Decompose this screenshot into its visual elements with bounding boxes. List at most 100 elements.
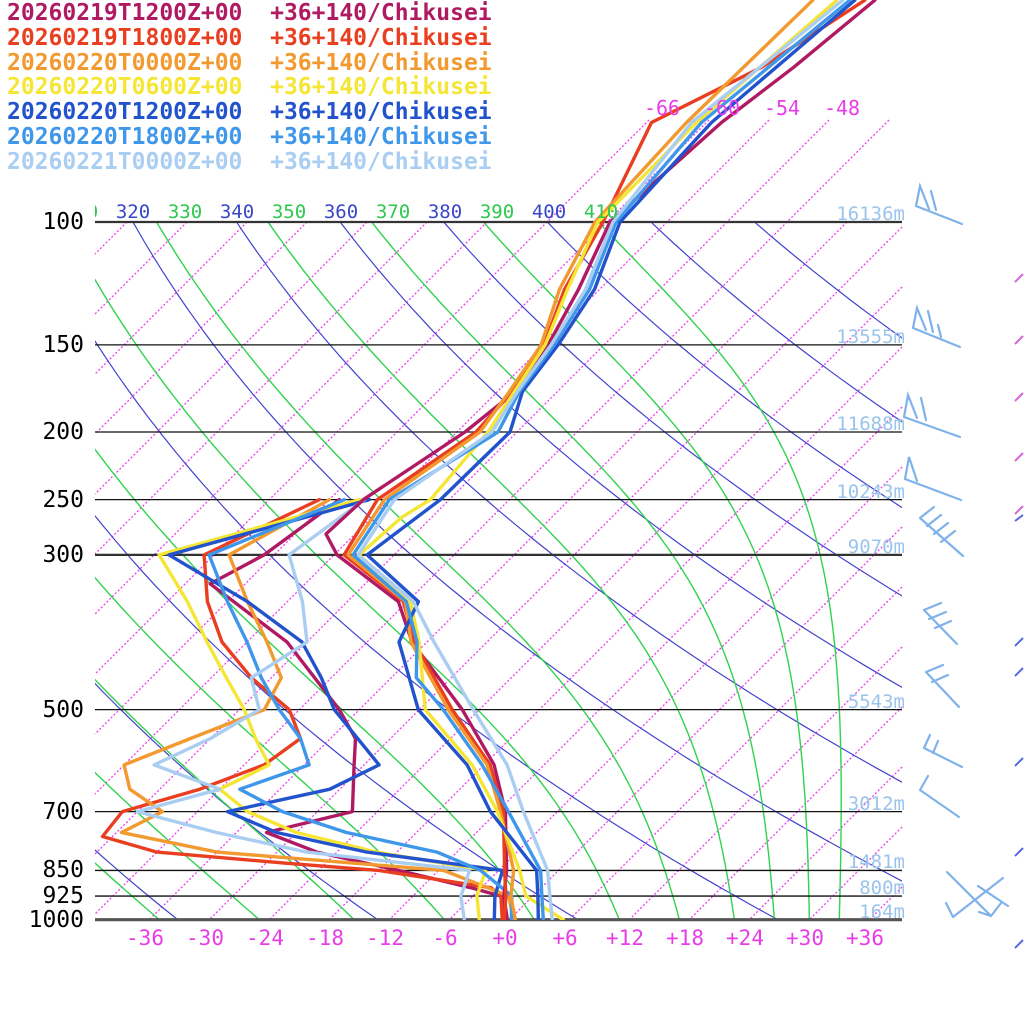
isotherm-lines [94,119,903,921]
isotherm-line [94,119,770,795]
theta-label-330: 330 [167,201,203,223]
theta-label-380: 380 [427,201,463,223]
dewpoint-curve-20260221T0000Z+00 [135,497,472,920]
isotherm-line [448,466,903,921]
theta-label-350: 350 [271,201,307,223]
isotherm-line [94,119,830,855]
legend-entry-4: 20260220T0600Z+00 +36+140/Chikusei [7,74,492,101]
isotherm-line [808,826,903,921]
isotherm-line [94,221,128,255]
altitude-label-300: 9070m [847,535,905,558]
theta-label-340: 340 [219,201,255,223]
wind-barb-icon [922,601,959,646]
altitude-label-100: 16136m [836,203,905,225]
sounding-lines [100,0,877,920]
theta-label-370: 370 [375,201,411,223]
theta-label-360: 360 [323,201,359,223]
moist-adiabat-line [95,678,355,920]
temp-tick-0: +0 [492,926,518,950]
dry-adiabat-line [651,222,902,423]
moist-adiabat-line [371,222,775,920]
altitude-label-925: 800m [859,877,905,900]
moist-adiabat-line [483,222,810,920]
top-isotherm-label--48: -48 [823,96,861,120]
temp-tick-24: +24 [726,926,764,950]
altitude-label-850: 1481m [847,851,905,874]
pressure-tick-300: 300 [42,541,84,568]
dry-adiabat-line [95,340,779,920]
legend-entry-7: 20260221T0000Z+00 +36+140/Chikusei [7,148,492,175]
altitude-label-250: 10243m [836,480,905,503]
isotherm-line [94,221,488,615]
theta-label-310: 310 [95,201,98,223]
isotherm-line [94,221,428,555]
edge-wind-tick [1014,939,1024,949]
theta-label-400: 400 [531,201,567,223]
temp-tick-6: +6 [552,926,578,950]
dry-adiabat-line [547,222,902,509]
edge-wind-tick [1014,335,1024,345]
pressure-tick-150: 150 [42,331,84,358]
pressure-tick-100: 100 [42,209,84,235]
altitude-label-200: 11688m [836,413,905,436]
moist-adiabat-line [95,771,260,920]
pressure-tick-1000: 1000 [28,906,84,933]
edge-wind-tick [1014,847,1024,857]
temp-tick-18: +18 [666,926,704,950]
temp-tick-12: +12 [606,926,644,950]
moist-adiabat-line [95,576,445,920]
temp-tick-30: +30 [786,926,824,950]
moist-adiabat-line [95,278,620,920]
wind-barb-icon [924,663,961,709]
altitude-label-700: 3012m [847,792,905,815]
pressure-tick-200: 200 [42,419,84,446]
temperature-curve-20260220T1200Z+00 [365,0,857,920]
temperature-curve-20260220T0600Z+00 [357,0,839,920]
edge-wind-tick [1014,637,1024,647]
temp-tick--24: -24 [246,926,284,950]
wind-barb-icon [918,774,961,819]
pressure-tick-700: 700 [42,798,84,825]
isotherm-line [94,119,650,675]
isotherm-line [94,119,890,915]
dewpoint-curve-20260220T0000Z+00 [119,497,515,920]
isotherm-line [748,766,903,921]
top-isotherm-label--60: -60 [703,96,741,120]
edge-wind-tick [1014,392,1024,402]
temperature-curve-20260219T1200Z+00 [324,0,877,920]
edge-wind-tick [1014,273,1024,283]
edge-wind-tick [1014,514,1024,522]
wind-barb-icon [903,456,963,502]
edge-wind-tick [1014,452,1024,462]
pressure-tick-500: 500 [42,696,84,723]
dewpoint-curve-20260220T1200Z+00 [167,497,505,920]
isotherm-line [508,526,903,921]
top-isotherm-label--54: -54 [763,96,801,120]
isotherm-line [94,221,188,315]
wind-barbs [902,182,1024,949]
temp-tick--36: -36 [126,926,164,950]
dewpoint-curve-20260219T1800Z+00 [100,497,504,920]
top-isotherm-label--66: -66 [643,96,681,120]
legend-entry-1: 20260219T1200Z+00 +36+140/Chikusei [7,0,492,26]
dewpoint-curve-20260220T1800Z+00 [207,497,514,920]
temp-tick--18: -18 [306,926,344,950]
theta-label-390: 390 [479,201,515,223]
moist-adiabat-line [598,222,842,920]
edge-wind-tick [1014,667,1024,677]
pressure-tick-850: 850 [42,857,84,884]
isotherm-line [328,346,903,921]
altitude-label-500: 5543m [847,690,905,713]
legend-entry-5: 20260220T1200Z+00 +36+140/Chikusei [7,99,492,126]
isotherm-line [628,646,903,921]
wind-barb-icon [902,390,962,439]
temp-tick--12: -12 [366,926,404,950]
legend-entry-2: 20260219T1800Z+00 +36+140/Chikusei [7,24,492,51]
altitude-label-150: 13555m [836,325,905,348]
theta-label-320: 320 [115,201,151,223]
edge-wind-tick [1014,505,1024,515]
temp-tick-36: +36 [846,926,884,950]
forecast-legend: 20260219T1200Z+00 +36+140/Chikusei 202602… [7,1,492,175]
